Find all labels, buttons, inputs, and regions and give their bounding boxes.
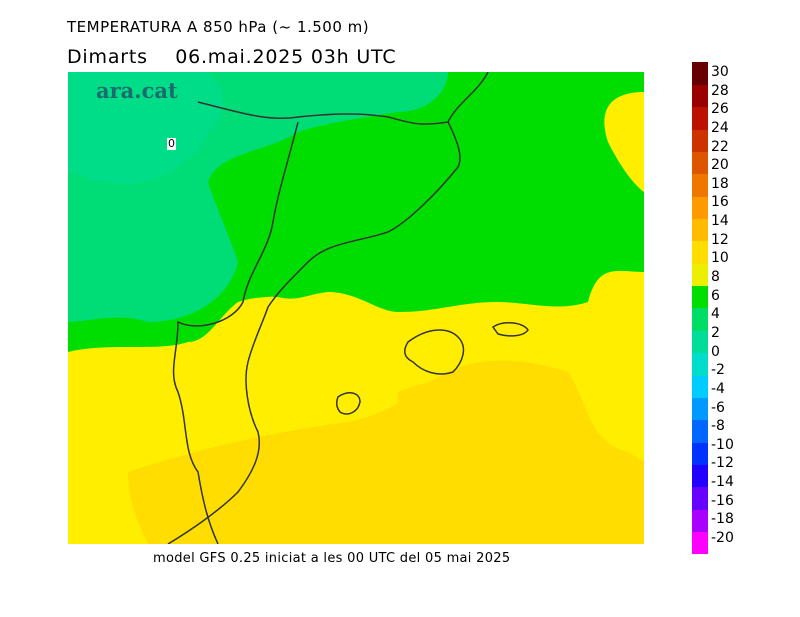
colorbar-tick-label: -20 [711, 530, 734, 546]
contour-label: 0 [167, 137, 176, 150]
temperature-map [68, 72, 644, 544]
colorbar-tick-label: 24 [711, 119, 729, 136]
coastline [167, 72, 489, 544]
island-menorca [491, 322, 529, 337]
colorbar-segment [692, 486, 708, 510]
colorbar-segment [692, 375, 708, 398]
colorbar-tick-label: 26 [711, 101, 729, 118]
colorbar-tick-label: 10 [711, 250, 729, 267]
colorbar-segment [692, 330, 708, 354]
colorbar-segment [692, 352, 708, 376]
colorbar-segment [692, 419, 708, 443]
forecast-time: 06.mai.2025 03h UTC [175, 46, 397, 68]
colorbar-segment [692, 308, 708, 331]
colorbar-segment [692, 173, 708, 197]
brand-logo: ara.cat [96, 78, 178, 103]
model-info: model GFS 0.25 iniciat a les 00 UTC del … [153, 551, 511, 566]
colorbar-segment [692, 285, 708, 309]
colorbar-segment [692, 218, 708, 242]
island-ibiza [335, 392, 361, 415]
colorbar-tick-label: -18 [711, 511, 734, 528]
colorbar-tick-label: 30 [711, 64, 729, 80]
colorbar-tick-label: 4 [711, 306, 720, 323]
colorbar-segment [692, 196, 708, 220]
colorbar-segment [692, 509, 708, 533]
colorbar-tick-label: 28 [711, 82, 729, 99]
forecast-day: Dimarts [67, 46, 148, 68]
colorbar-tick-label: 0 [711, 343, 720, 360]
colorbar-segment [692, 263, 708, 287]
colorbar-tick-label: -10 [711, 436, 734, 453]
colorbar-tick-label: -6 [711, 399, 725, 416]
island-mallorca [403, 329, 465, 375]
colorbar-tick-label: 16 [711, 194, 729, 211]
colorbar-tick-label: 18 [711, 175, 729, 192]
colorbar-segment [692, 240, 708, 264]
colorbar-tick-label: 14 [711, 213, 729, 230]
colorbar-tick-label: 20 [711, 157, 729, 174]
colorbar-tick-label: -16 [711, 492, 734, 509]
border-pyrenees [197, 101, 449, 125]
colorbar-tick-label: 12 [711, 231, 729, 248]
temperature-colorbar [692, 62, 708, 555]
colorbar-segment [692, 129, 708, 152]
map-title: TEMPERATURA A 850 hPa (~ 1.500 m) [67, 18, 370, 36]
colorbar-tick-label: -12 [711, 455, 734, 472]
colorbar-segment [692, 397, 708, 421]
colorbar-segment [692, 464, 708, 488]
colorbar-segment [692, 84, 708, 108]
colorbar-tick-label: 22 [711, 138, 729, 155]
colorbar-tick-label: 6 [711, 287, 720, 304]
border-aragon [172, 121, 299, 544]
colorbar-tick-label: 2 [711, 324, 720, 341]
colorbar-segment [692, 442, 708, 466]
colorbar-tick-label: 8 [711, 269, 720, 286]
colorbar-tick-label: -14 [711, 474, 734, 491]
colorbar-tick-label: -2 [711, 362, 725, 379]
colorbar-tick-label: -8 [711, 418, 725, 435]
forecast-datetime: Dimarts 06.mai.2025 03h UTC [67, 46, 396, 68]
colorbar-tick-label: -4 [711, 380, 725, 397]
colorbar-segment [692, 531, 708, 555]
colorbar-segment [692, 106, 708, 130]
colorbar-segment [692, 151, 708, 175]
colorbar-segment [692, 62, 708, 85]
